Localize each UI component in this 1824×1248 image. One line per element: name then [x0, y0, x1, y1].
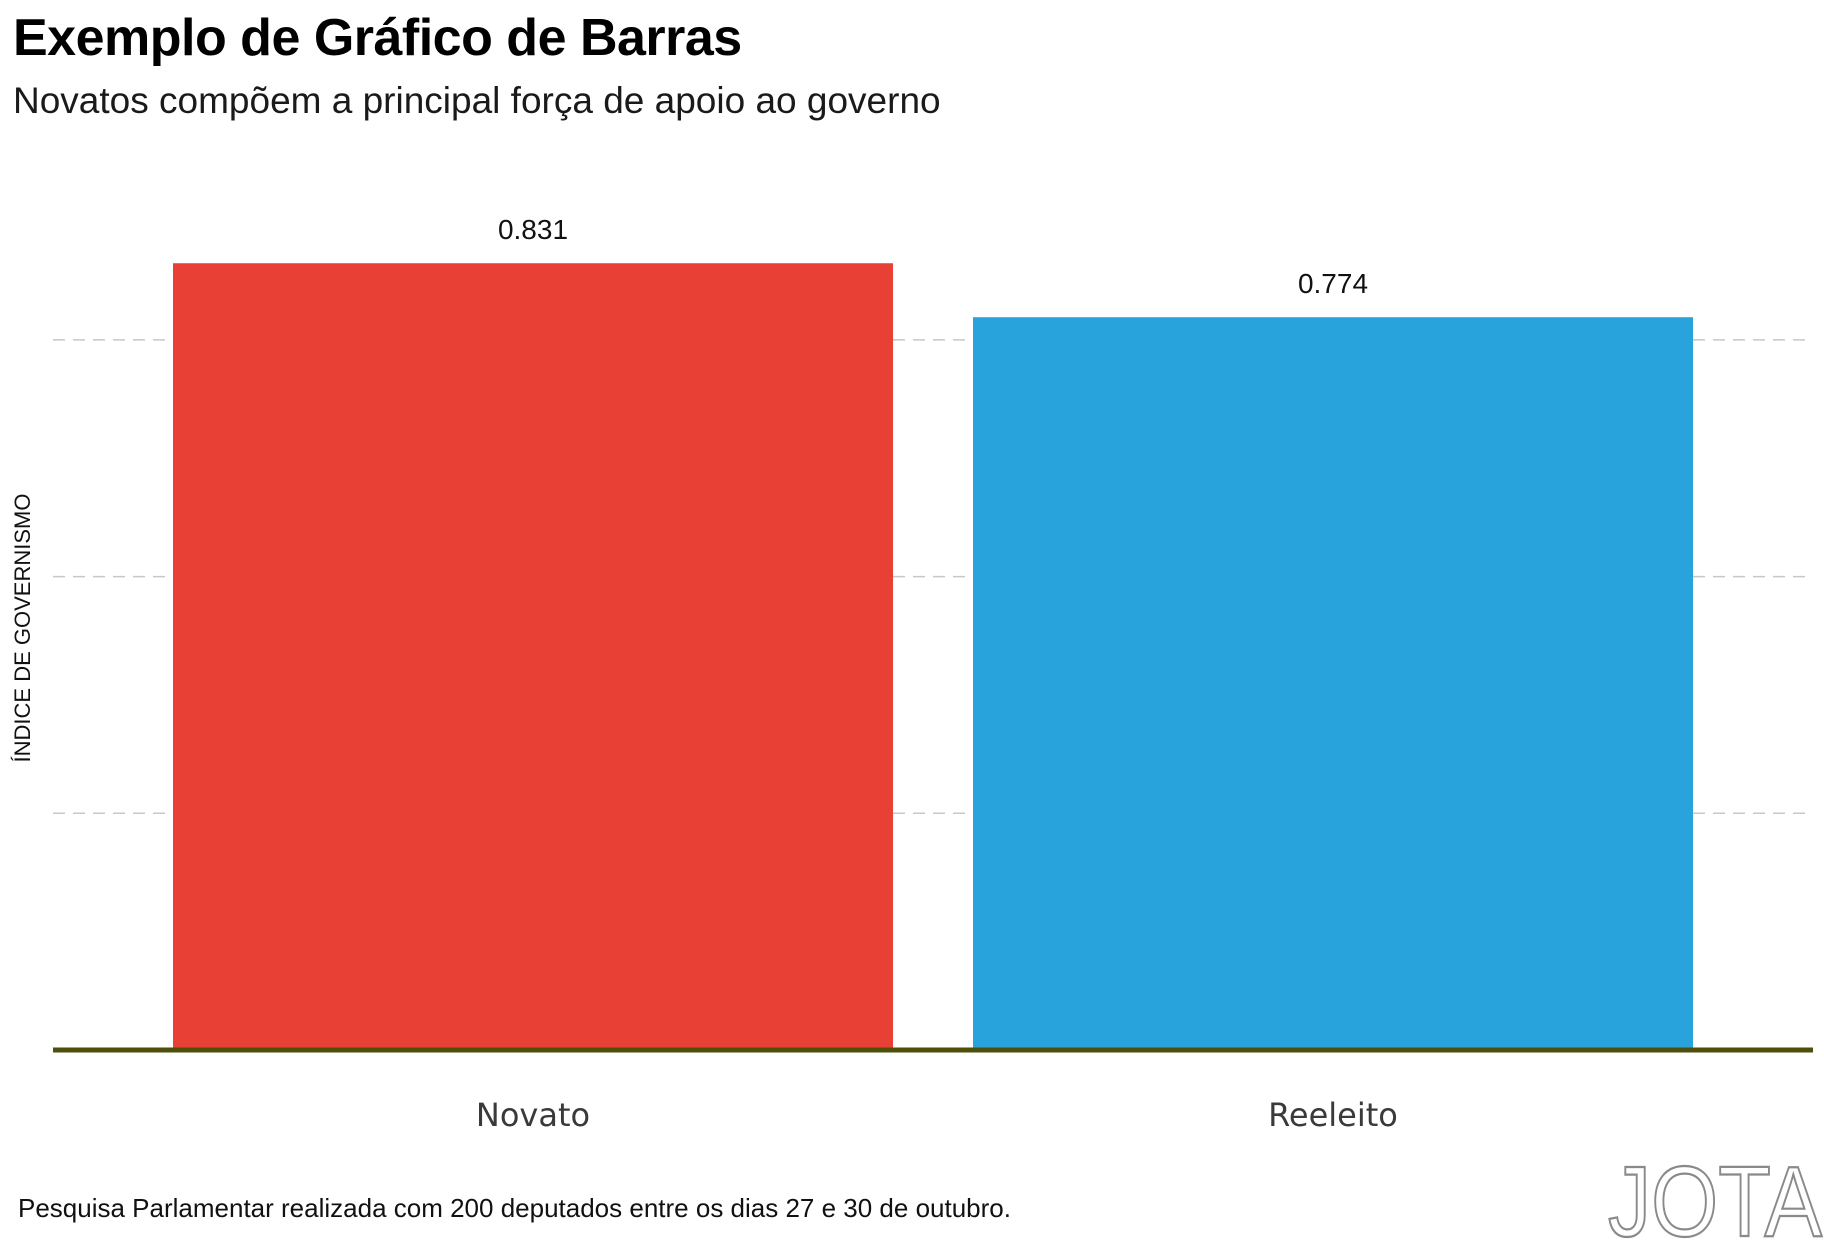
- svg-text:JOTA: JOTA: [1608, 1150, 1822, 1244]
- footer-note: Pesquisa Parlamentar realizada com 200 d…: [18, 1193, 1011, 1223]
- jota-logo: JOTA: [1608, 1150, 1823, 1244]
- labels: 0.831 Novato 0.774 Reeleito: [476, 214, 1398, 1134]
- chart-subtitle: Novatos compõem a principal força de apo…: [13, 80, 941, 121]
- category-label-novato: Novato: [476, 1096, 590, 1134]
- value-label-reeleito: 0.774: [1298, 268, 1368, 299]
- chart-title: Exemplo de Gráfico de Barras: [13, 9, 742, 67]
- value-label-novato: 0.831: [498, 214, 568, 245]
- bar-novato: [173, 263, 893, 1050]
- bar-reeleito: [973, 317, 1693, 1050]
- category-label-reeleito: Reeleito: [1268, 1096, 1398, 1134]
- bars: [173, 263, 1693, 1050]
- y-axis-label: ÍNDICE DE GOVERNISMO: [10, 494, 35, 763]
